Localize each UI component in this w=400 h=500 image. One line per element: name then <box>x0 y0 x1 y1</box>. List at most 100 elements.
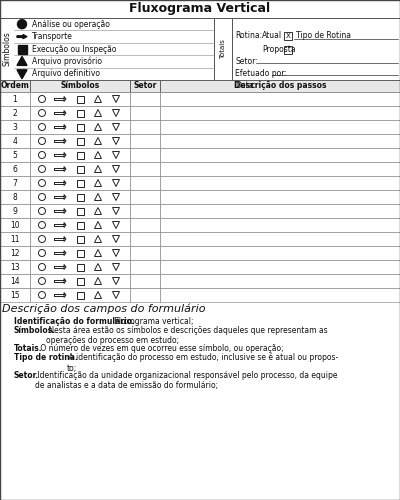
Text: 1: 1 <box>13 94 17 104</box>
Bar <box>30 246 130 260</box>
Text: 5: 5 <box>12 150 18 160</box>
Text: 9: 9 <box>12 206 18 216</box>
Bar <box>160 120 400 134</box>
Polygon shape <box>17 34 27 38</box>
Bar <box>160 92 400 106</box>
Bar <box>160 218 400 232</box>
Text: Análise ou operação: Análise ou operação <box>32 20 110 28</box>
Text: Efetuado por:: Efetuado por: <box>235 69 287 78</box>
Bar <box>30 80 130 92</box>
Bar <box>0 204 30 218</box>
Bar <box>130 274 160 288</box>
Polygon shape <box>17 56 27 66</box>
Text: Ordem: Ordem <box>0 82 30 90</box>
Bar <box>30 190 130 204</box>
Text: Descrição dos campos do formulário: Descrição dos campos do formulário <box>2 304 206 314</box>
Text: 10: 10 <box>10 220 20 230</box>
Bar <box>130 260 160 274</box>
Bar <box>0 134 30 148</box>
Bar <box>130 80 160 92</box>
Bar <box>130 148 160 162</box>
Bar <box>214 18 232 80</box>
Bar <box>30 106 130 120</box>
Bar <box>30 260 130 274</box>
Bar <box>160 176 400 190</box>
Bar <box>284 32 292 40</box>
Text: Identificação do formulário.: Identificação do formulário. <box>14 317 135 326</box>
Text: Totais: Totais <box>220 39 226 59</box>
Text: Totais.: Totais. <box>14 344 43 353</box>
Text: Execução ou Inspeção: Execução ou Inspeção <box>32 44 116 54</box>
Text: Setor.: Setor. <box>14 371 39 380</box>
Bar <box>0 18 214 80</box>
Bar <box>130 134 160 148</box>
Text: Atual: Atual <box>262 31 282 40</box>
Bar <box>160 232 400 246</box>
Text: 13: 13 <box>10 262 20 272</box>
Text: 2: 2 <box>13 108 17 118</box>
Bar <box>0 190 30 204</box>
Text: 15: 15 <box>10 290 20 300</box>
Bar <box>0 0 400 18</box>
Text: 12: 12 <box>10 248 20 258</box>
Text: 4: 4 <box>12 136 18 145</box>
Bar <box>0 92 30 106</box>
Text: 3: 3 <box>12 122 18 132</box>
Bar <box>130 92 160 106</box>
Bar <box>0 260 30 274</box>
Bar <box>76 96 84 102</box>
Bar <box>0 218 30 232</box>
Text: X: X <box>286 33 290 39</box>
Bar <box>30 232 130 246</box>
Text: Descrição dos passos: Descrição dos passos <box>234 82 326 90</box>
Bar <box>76 222 84 228</box>
Text: 6: 6 <box>12 164 18 173</box>
Text: 14: 14 <box>10 276 20 285</box>
Text: A identificação do processo em estudo, inclusive se é atual ou propos-
to;: A identificação do processo em estudo, i… <box>66 353 339 373</box>
Bar <box>130 190 160 204</box>
Bar <box>76 194 84 200</box>
Bar <box>18 44 26 54</box>
Bar <box>160 274 400 288</box>
Text: 8: 8 <box>13 192 17 202</box>
Bar <box>30 218 130 232</box>
Bar <box>130 120 160 134</box>
Bar <box>76 278 84 284</box>
Bar <box>76 152 84 158</box>
Bar <box>160 190 400 204</box>
Text: Rotina:: Rotina: <box>235 31 262 40</box>
Bar <box>160 80 400 92</box>
Bar <box>160 134 400 148</box>
Bar <box>130 246 160 260</box>
Bar <box>30 176 130 190</box>
Text: Arquivo provisório: Arquivo provisório <box>32 56 102 66</box>
Bar <box>76 166 84 172</box>
Bar <box>76 250 84 256</box>
Text: Setor: Setor <box>133 82 157 90</box>
Bar <box>160 148 400 162</box>
Bar <box>160 204 400 218</box>
Text: Símbolos.: Símbolos. <box>14 326 56 335</box>
Text: Símbolos: Símbolos <box>2 32 12 66</box>
Bar <box>0 80 30 92</box>
Bar <box>130 176 160 190</box>
Bar <box>130 106 160 120</box>
Bar <box>130 288 160 302</box>
Text: Nesta área estão os símbolos e descrições daqueles que representam as
operações : Nesta área estão os símbolos e descriçõe… <box>46 326 327 345</box>
Bar <box>160 246 400 260</box>
Text: 7: 7 <box>12 178 18 188</box>
Bar <box>0 232 30 246</box>
Bar <box>284 46 292 54</box>
Text: Data:: Data: <box>235 81 256 90</box>
Polygon shape <box>17 70 27 79</box>
Text: Proposta: Proposta <box>262 45 296 54</box>
Text: O número de vezes em que ocorreu esse símbolo, ou operação;: O número de vezes em que ocorreu esse sí… <box>38 344 284 353</box>
Bar <box>30 134 130 148</box>
Text: Fluxograma Vertical: Fluxograma Vertical <box>130 2 270 15</box>
Bar <box>76 110 84 116</box>
Text: Tipo de rotina.: Tipo de rotina. <box>14 353 78 362</box>
Text: Arquivo definitivo: Arquivo definitivo <box>32 70 100 78</box>
Bar <box>76 264 84 270</box>
Bar <box>0 288 30 302</box>
Bar <box>30 274 130 288</box>
